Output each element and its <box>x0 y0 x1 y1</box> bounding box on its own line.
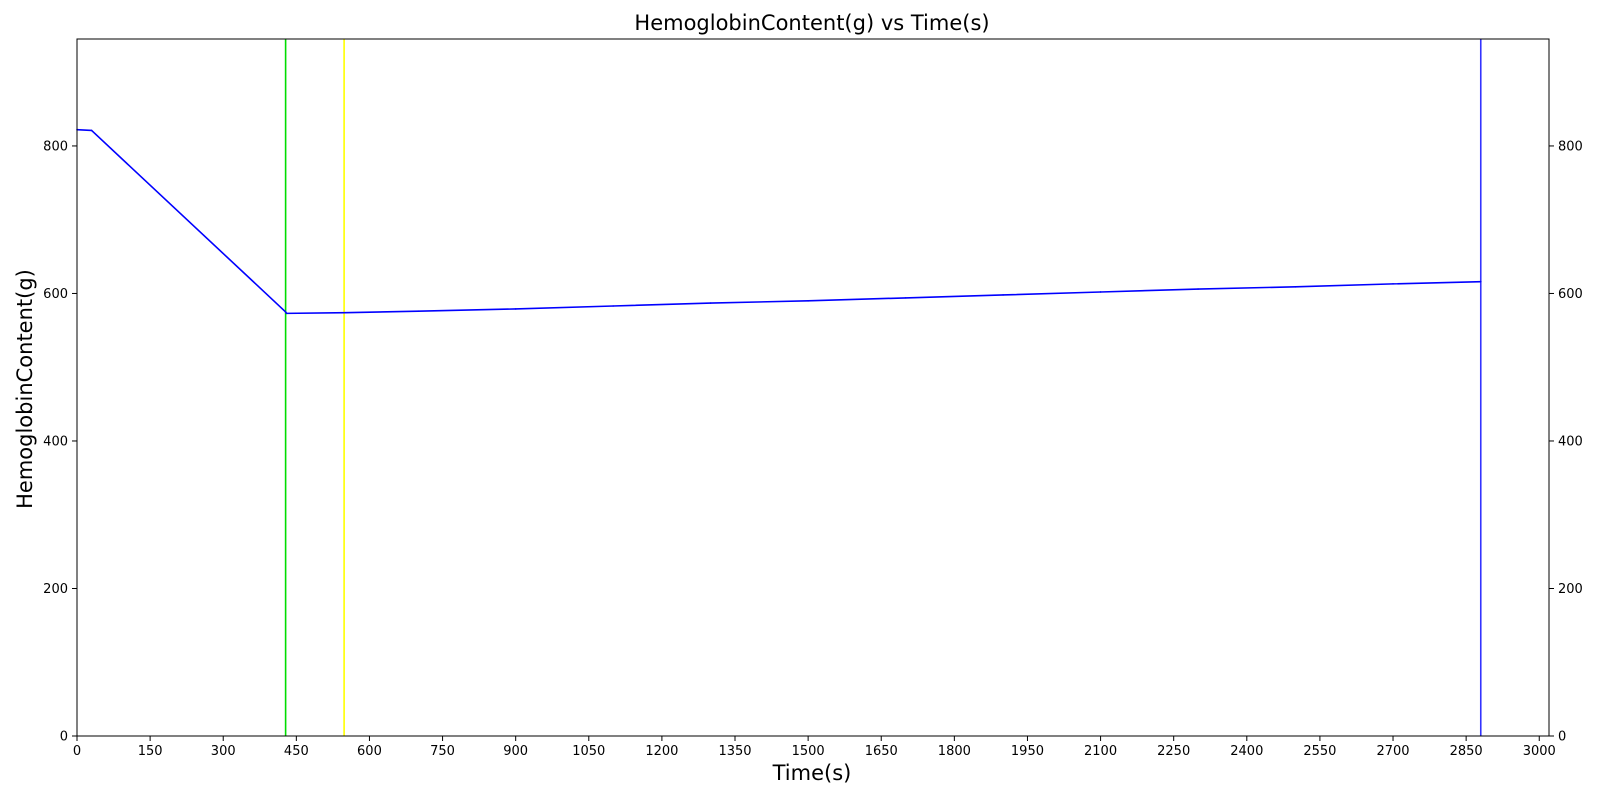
data-point <box>1294 286 1297 288</box>
x-tick-label: 0 <box>73 744 81 759</box>
right-y-tick-label: 600 <box>1558 287 1583 302</box>
x-tick-label: 3000 <box>1523 744 1556 759</box>
x-tick-label: 2700 <box>1376 744 1409 759</box>
y-tick-label: 200 <box>43 582 68 597</box>
x-tick-label: 450 <box>284 744 309 759</box>
plot-area <box>76 38 1550 737</box>
y-tick-label: 800 <box>43 139 68 154</box>
data-point <box>807 300 809 302</box>
right-y-tick-label: 800 <box>1558 139 1583 154</box>
x-tick-label: 2250 <box>1157 744 1190 759</box>
right-y-tick-label: 200 <box>1558 582 1583 597</box>
plot-frame <box>76 38 1550 737</box>
y-axis-ticks: 0 200 400 600 800 <box>43 139 77 745</box>
x-tick-label: 2400 <box>1230 744 1263 759</box>
x-tick-label: 1950 <box>1011 744 1044 759</box>
data-point <box>285 312 288 315</box>
x-tick-label: 900 <box>503 744 528 759</box>
x-tick-label: 1650 <box>865 744 898 759</box>
chart-title: HemoglobinContent(g) vs Time(s) <box>634 11 989 35</box>
x-tick-label: 300 <box>211 744 236 759</box>
x-tick-label: 1050 <box>572 744 605 759</box>
data-point <box>417 310 419 312</box>
data-point <box>284 311 287 313</box>
y-tick-label: 0 <box>60 730 68 745</box>
x-tick-label: 1200 <box>645 744 678 759</box>
data-point <box>514 308 517 310</box>
y-tick-label: 400 <box>43 434 68 449</box>
data-series-line-1 <box>76 128 1481 315</box>
y-tick-label: 600 <box>43 287 68 302</box>
data-point <box>709 302 712 304</box>
data-point <box>612 305 614 307</box>
x-tick-label: 750 <box>430 744 455 759</box>
data-point <box>904 297 907 299</box>
y-axis-label: HemoglobinContent(g) <box>13 269 37 509</box>
x-tick-label: 2100 <box>1084 744 1117 759</box>
x-tick-label: 1350 <box>718 744 751 759</box>
right-y-tick-label: 400 <box>1558 434 1583 449</box>
x-tick-label: 1800 <box>938 744 971 759</box>
data-point <box>90 129 93 132</box>
x-tick-label: 1500 <box>792 744 825 759</box>
right-y-tick-label: 0 <box>1558 730 1566 745</box>
x-axis-label: Time(s) <box>772 761 852 785</box>
data-point <box>344 311 346 314</box>
data-point <box>1197 288 1199 290</box>
x-tick-label: 150 <box>138 744 163 759</box>
x-tick-label: 2550 <box>1303 744 1336 759</box>
data-point <box>1099 291 1102 293</box>
right-y-axis-ticks: 0 200 400 600 800 <box>1549 139 1583 745</box>
data-point <box>1002 294 1004 296</box>
x-tick-label: 600 <box>357 744 382 759</box>
x-tick-label: 2850 <box>1450 744 1483 759</box>
data-point <box>1479 280 1482 283</box>
data-point <box>1392 283 1394 285</box>
x-axis-ticks: 0 150 300 450 600 750 900 1050 1200 1350 1500 1650 1… <box>73 736 1556 759</box>
